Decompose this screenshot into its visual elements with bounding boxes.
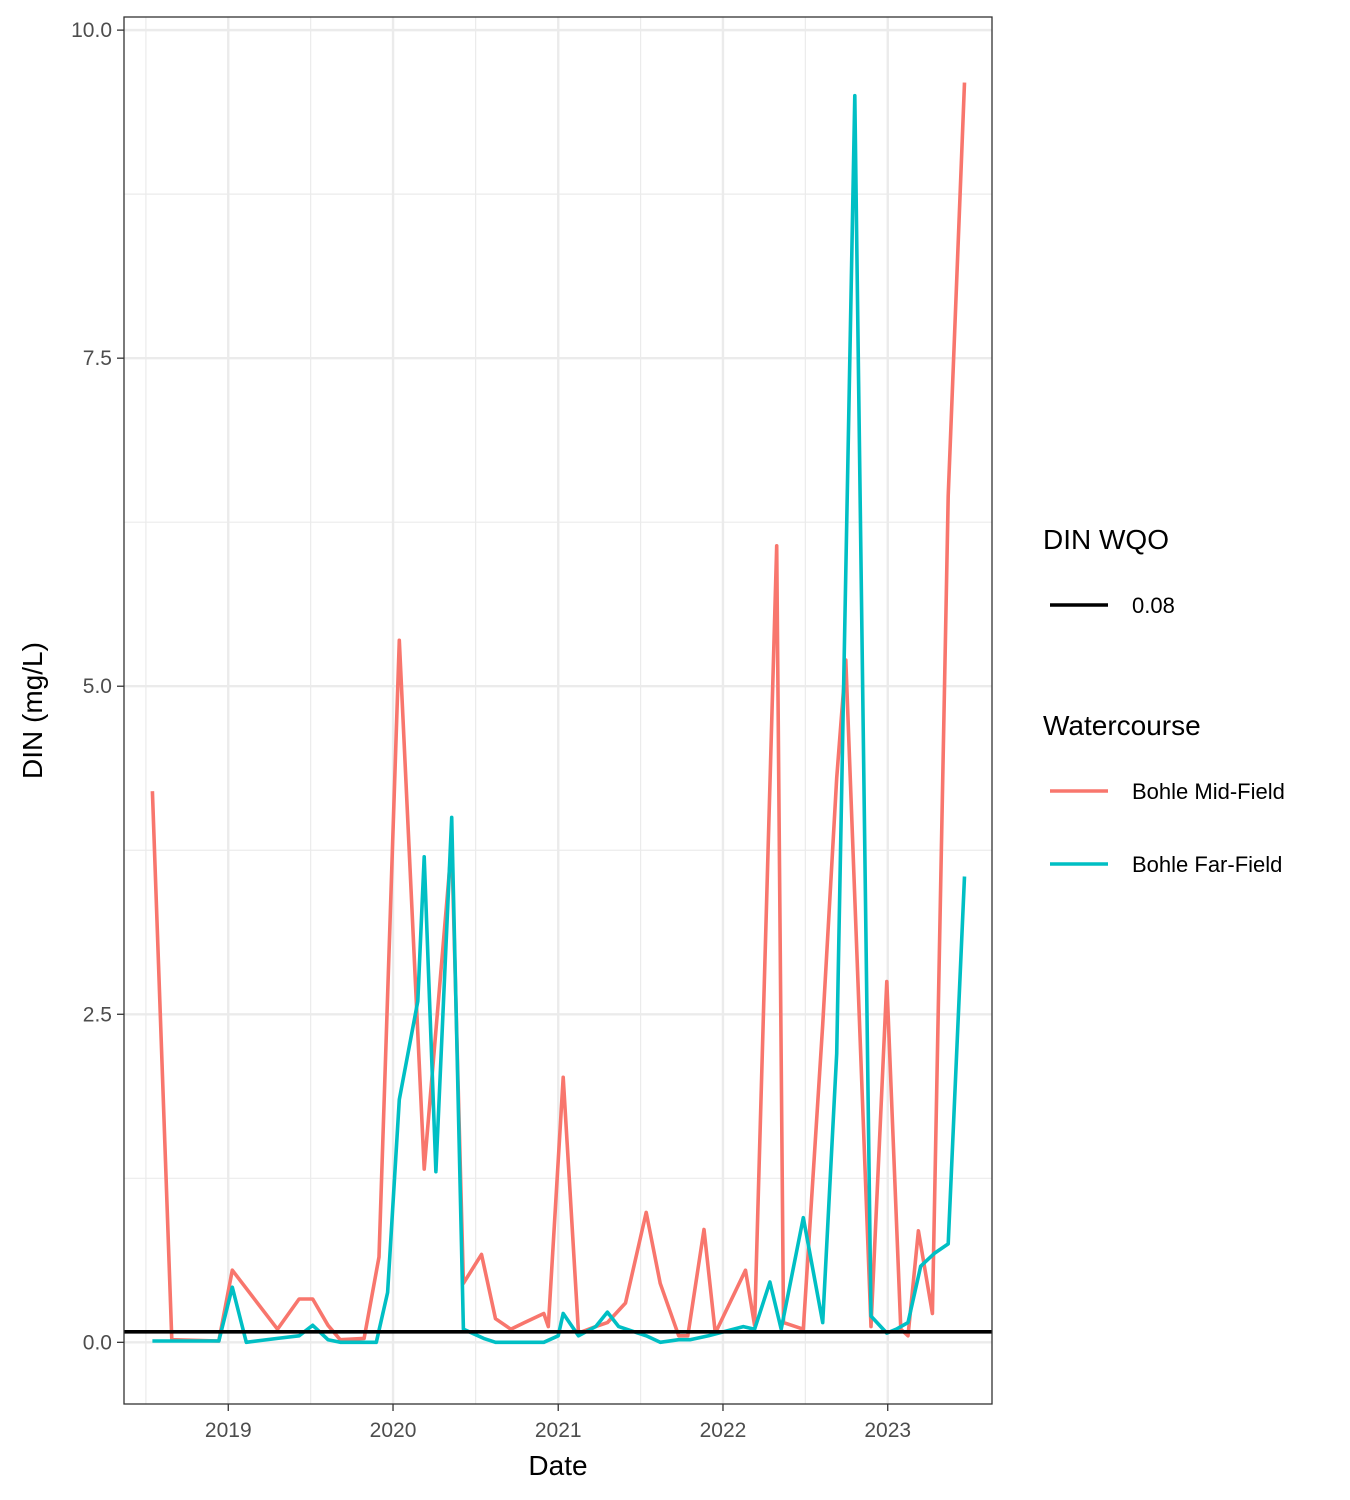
legend-wqo-label: 0.08 — [1132, 593, 1175, 618]
legend-wqo-title: DIN WQO — [1043, 524, 1169, 555]
y-tick-label: 0.0 — [83, 1331, 112, 1354]
series-line-far-field — [152, 93, 967, 1345]
x-tick-label: 2023 — [864, 1419, 911, 1442]
major-gridlines — [124, 17, 992, 1404]
y-axis-title: DIN (mg/L) — [17, 642, 48, 779]
y-tick-label: 2.5 — [83, 1003, 112, 1026]
minor-gridlines — [124, 17, 992, 1404]
series-lines — [150, 82, 967, 1345]
y-tick-label: 10.0 — [71, 19, 112, 42]
legend: DIN WQO 0.08 Watercourse Bohle Mid-Field… — [1043, 524, 1285, 877]
x-axis-title: Date — [528, 1450, 587, 1481]
legend-far-field-label: Bohle Far-Field — [1132, 852, 1282, 877]
x-tick-label: 2022 — [700, 1419, 747, 1442]
x-tick-label: 2019 — [205, 1419, 252, 1442]
legend-watercourse-title: Watercourse — [1043, 710, 1201, 741]
x-tick-label: 2020 — [370, 1419, 417, 1442]
y-tick-label: 5.0 — [83, 675, 112, 698]
legend-mid-field-label: Bohle Mid-Field — [1132, 779, 1285, 804]
y-axis: 0.0 2.5 5.0 7.5 10.0 — [71, 19, 124, 1354]
y-tick-label: 7.5 — [83, 347, 112, 370]
series-line-mid-field — [150, 82, 967, 1343]
x-axis: 2019 2020 2021 2022 2023 — [205, 1404, 911, 1442]
x-tick-label: 2021 — [535, 1419, 582, 1442]
